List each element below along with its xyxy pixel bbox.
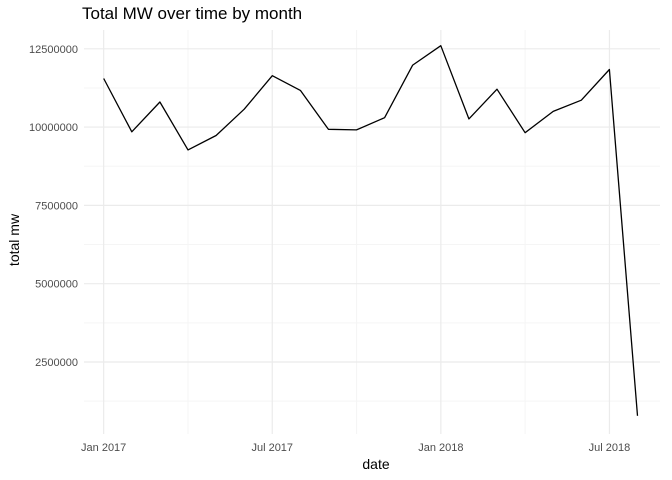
x-tick-label: Jul 2017 xyxy=(251,442,293,454)
y-tick-labels: 2500000 5000000 7500000 10000000 12500000 xyxy=(29,44,78,369)
y-tick-label: 5000000 xyxy=(35,279,78,291)
series-group xyxy=(103,45,639,416)
y-tick-label: 12500000 xyxy=(29,44,78,56)
series-line xyxy=(103,45,639,416)
x-tick-labels: Jan 2017 Jul 2017 Jan 2018 Jul 2018 xyxy=(81,442,630,454)
chart-title: Total MW over time by month xyxy=(82,4,303,23)
x-tick-label: Jul 2018 xyxy=(589,442,631,454)
y-tick-label: 10000000 xyxy=(29,122,78,134)
major-grid xyxy=(84,30,660,434)
minor-grid xyxy=(84,30,660,434)
y-tick-label: 7500000 xyxy=(35,200,78,212)
x-tick-label: Jan 2017 xyxy=(81,442,126,454)
x-axis-label: date xyxy=(362,456,390,472)
y-tick-label: 2500000 xyxy=(35,357,78,369)
x-tick-label: Jan 2018 xyxy=(418,442,463,454)
